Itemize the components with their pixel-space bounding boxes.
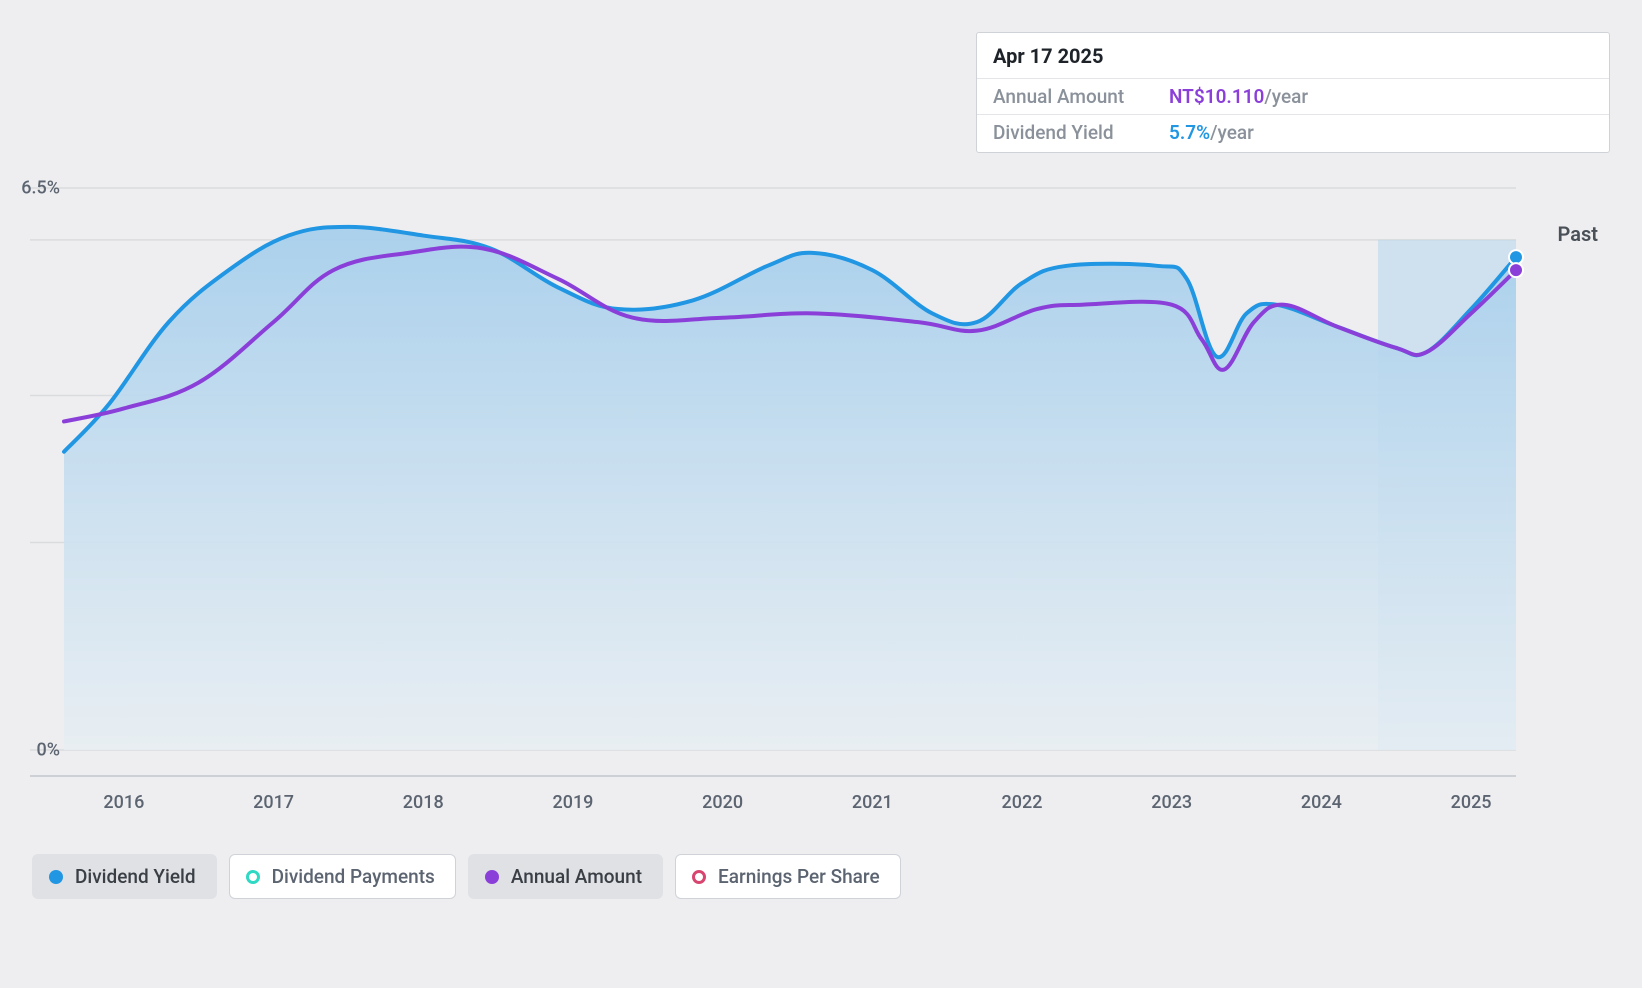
legend-label: Annual Amount xyxy=(511,867,642,886)
legend-label: Dividend Payments xyxy=(272,867,435,886)
gridlines xyxy=(30,188,1516,750)
legend-item-annual_amount[interactable]: Annual Amount xyxy=(468,854,663,899)
y-tick-label: 6.5% xyxy=(21,178,60,199)
x-tick-label: 2020 xyxy=(702,792,743,813)
tooltip-value: 5.7%/year xyxy=(1169,121,1254,144)
tooltip-row: Dividend Yield5.7%/year xyxy=(977,115,1609,152)
y-tick-label: 0% xyxy=(37,740,60,761)
legend-marker-icon xyxy=(246,870,260,884)
x-tick-label: 2016 xyxy=(103,792,144,813)
x-tick-label: 2022 xyxy=(1002,792,1043,813)
past-shaded-region xyxy=(1378,240,1516,750)
legend-label: Earnings Per Share xyxy=(718,867,880,886)
x-tick-label: 2025 xyxy=(1451,792,1492,813)
series-areas xyxy=(64,227,1516,750)
chart-tooltip: Apr 17 2025 Annual AmountNT$10.110/yearD… xyxy=(976,32,1610,153)
tooltip-key: Dividend Yield xyxy=(993,121,1169,144)
chart-legend: Dividend Yield Dividend Payments Annual Am… xyxy=(32,854,901,899)
series-end-markers xyxy=(1509,250,1523,277)
legend-item-dividend_payments[interactable]: Dividend Payments xyxy=(229,854,456,899)
legend-marker-icon xyxy=(485,870,499,884)
dividend-chart: 0% 6.5% 2016 2017 2018 2019 2020 2021 2022 2023 2… xyxy=(0,0,1642,988)
legend-marker-icon xyxy=(692,870,706,884)
series-lines xyxy=(64,227,1516,452)
x-tick-label: 2024 xyxy=(1301,792,1342,813)
x-tick-label: 2019 xyxy=(552,792,593,813)
tooltip-row: Annual AmountNT$10.110/year xyxy=(977,79,1609,115)
legend-label: Dividend Yield xyxy=(75,867,196,886)
legend-marker-icon xyxy=(49,870,63,884)
legend-item-eps[interactable]: Earnings Per Share xyxy=(675,854,901,899)
x-tick-label: 2018 xyxy=(403,792,444,813)
x-tick-label: 2017 xyxy=(253,792,294,813)
tooltip-date: Apr 17 2025 xyxy=(977,33,1609,79)
x-tick-label: 2023 xyxy=(1151,792,1192,813)
x-tick-label: 2021 xyxy=(852,792,893,813)
tooltip-key: Annual Amount xyxy=(993,85,1169,108)
past-region-label: Past xyxy=(1558,222,1598,246)
legend-item-dividend_yield[interactable]: Dividend Yield xyxy=(32,854,217,899)
tooltip-value: NT$10.110/year xyxy=(1169,85,1308,108)
